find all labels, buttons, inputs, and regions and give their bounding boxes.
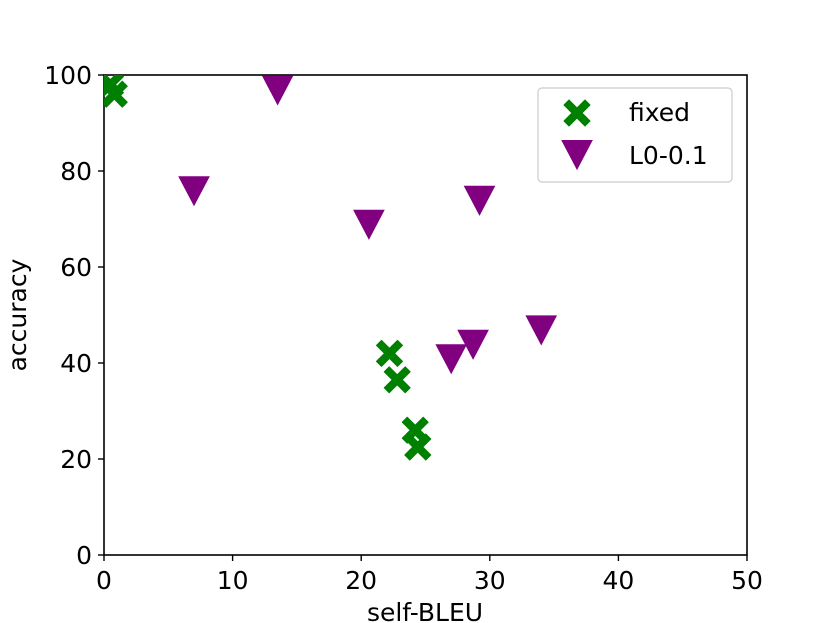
data-point-l0 xyxy=(353,209,385,240)
data-point-fixed xyxy=(383,366,411,394)
x-axis: 0 10 20 30 40 50 xyxy=(96,555,763,595)
y-tick-label: 40 xyxy=(60,349,92,378)
y-axis-label: accuracy xyxy=(3,258,32,371)
y-tick-label: 20 xyxy=(60,445,92,474)
y-tick-label: 60 xyxy=(60,253,92,282)
data-markers xyxy=(104,75,558,461)
x-tick-label: 40 xyxy=(602,566,634,595)
x-tick-label: 50 xyxy=(731,566,763,595)
legend-label-fixed: fixed xyxy=(629,98,690,127)
x-tick-label: 30 xyxy=(474,566,506,595)
data-point-l0 xyxy=(178,176,210,207)
legend-markers xyxy=(561,99,593,171)
legend-marker-fixed xyxy=(563,99,591,127)
legend-box xyxy=(537,87,733,183)
data-point-l0 xyxy=(463,185,496,216)
legend-marker-l0 xyxy=(561,140,593,171)
x-tick-label: 10 xyxy=(217,566,249,595)
x-axis-label: self-BLEU xyxy=(367,598,483,623)
data-point-fixed xyxy=(375,339,403,367)
y-tick-label: 0 xyxy=(76,541,92,570)
x-tick-label: 0 xyxy=(96,566,112,595)
x-tick-label: 20 xyxy=(345,566,377,595)
legend: fixed L0-0.1 xyxy=(537,87,733,183)
data-point-l0 xyxy=(435,344,468,375)
legend-label-l0: L0-0.1 xyxy=(629,141,708,170)
y-tick-label: 80 xyxy=(60,157,92,186)
data-point-l0 xyxy=(525,315,558,346)
data-point-l0 xyxy=(261,75,294,106)
data-point-fixed xyxy=(404,433,432,461)
y-tick-label: 100 xyxy=(44,61,92,90)
y-axis: 0 20 40 60 80 100 xyxy=(44,61,104,570)
data-point-l0 xyxy=(457,329,489,360)
data-point-fixed xyxy=(104,80,128,108)
